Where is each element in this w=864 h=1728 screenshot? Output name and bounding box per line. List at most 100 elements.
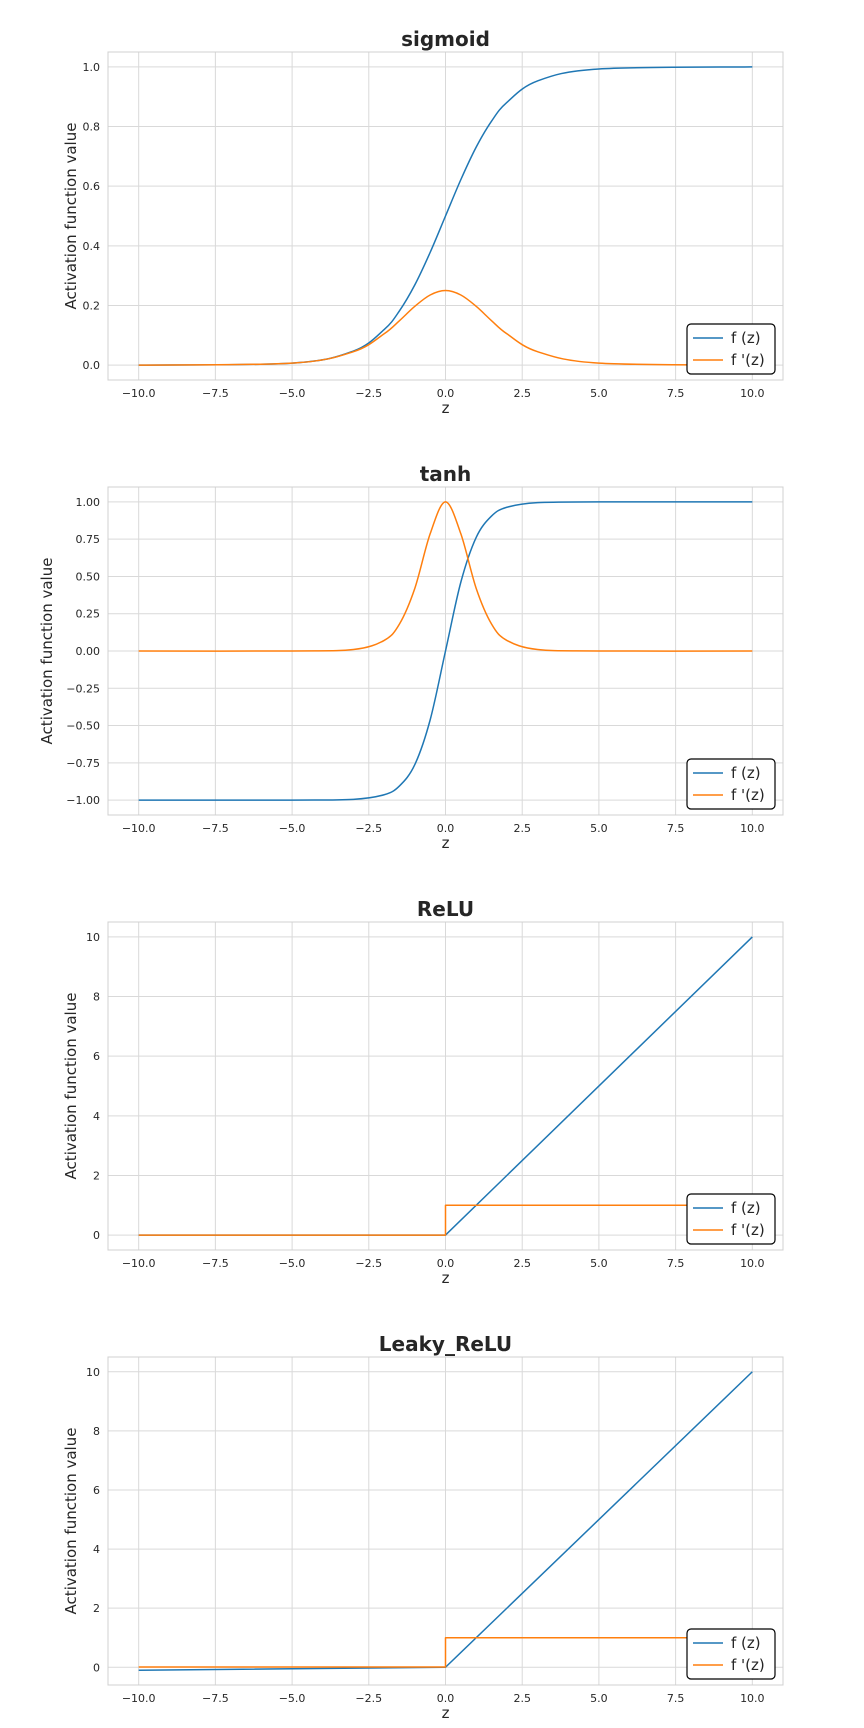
x-tick-label: −7.5 — [202, 1257, 229, 1270]
y-tick-label: 0 — [93, 1229, 100, 1242]
legend-label: f (z) — [731, 1634, 761, 1652]
axes-frame — [107, 486, 784, 816]
legend-box — [686, 1193, 776, 1245]
x-tick-label: 10.0 — [740, 1257, 765, 1270]
x-tick-label: 2.5 — [513, 1692, 531, 1705]
x-tick-label: 5.0 — [590, 1692, 608, 1705]
x-tick-label: 7.5 — [667, 822, 685, 835]
y-tick-label: 0.00 — [76, 645, 101, 658]
legend-label: f (z) — [731, 764, 761, 782]
x-tick-label: 2.5 — [513, 1257, 531, 1270]
x-tick-label: 0.0 — [437, 1692, 455, 1705]
x-tick-label: −10.0 — [122, 387, 156, 400]
legend-label: f '(z) — [731, 1221, 765, 1239]
y-tick-label: 2 — [93, 1602, 100, 1615]
x-tick-label: 0.0 — [437, 822, 455, 835]
x-tick-label: 10.0 — [740, 822, 765, 835]
y-axis-label: Activation function value — [38, 558, 56, 745]
y-tick-label: −1.00 — [66, 794, 100, 807]
legend: f (z) f '(z) — [686, 1193, 776, 1245]
x-axis-label: z — [442, 399, 450, 417]
x-tick-label: −7.5 — [202, 387, 229, 400]
series-line-f — [138, 501, 753, 801]
x-tick-label: −2.5 — [355, 1692, 382, 1705]
x-tick-label: −5.0 — [279, 387, 306, 400]
legend-box — [686, 1628, 776, 1680]
chart-title: tanh — [420, 462, 472, 486]
x-tick-label: 0.0 — [437, 1257, 455, 1270]
y-tick-label: 1.0 — [83, 61, 101, 74]
x-tick-label: −7.5 — [202, 822, 229, 835]
y-axis-label: Activation function value — [62, 123, 80, 310]
series-line-f-prime — [138, 1204, 753, 1236]
x-tick-label: −5.0 — [279, 822, 306, 835]
y-tick-label: 4 — [93, 1110, 100, 1123]
y-tick-label: 0.50 — [76, 570, 101, 583]
legend: f (z) f '(z) — [686, 1628, 776, 1680]
y-tick-label: 4 — [93, 1543, 100, 1556]
x-tick-label: 5.0 — [590, 387, 608, 400]
x-tick-label: −10.0 — [122, 822, 156, 835]
x-tick-label: 5.0 — [590, 1257, 608, 1270]
y-tick-label: 0.8 — [83, 121, 101, 134]
y-tick-label: 0.2 — [83, 299, 101, 312]
y-tick-label: 8 — [93, 991, 100, 1004]
x-tick-label: −5.0 — [279, 1692, 306, 1705]
legend-label: f '(z) — [731, 351, 765, 369]
y-axis-label: Activation function value — [62, 1428, 80, 1615]
y-tick-label: 2 — [93, 1169, 100, 1182]
y-tick-label: 6 — [93, 1050, 100, 1063]
legend-box — [686, 758, 776, 810]
legend-label: f (z) — [731, 329, 761, 347]
x-axis-label: z — [442, 1269, 450, 1287]
y-tick-label: −0.50 — [66, 720, 100, 733]
chart-title: Leaky_ReLU — [379, 1332, 512, 1356]
axes-frame — [107, 921, 784, 1251]
x-tick-label: −10.0 — [122, 1257, 156, 1270]
y-tick-label: 10 — [86, 931, 100, 944]
x-tick-label: 7.5 — [667, 1257, 685, 1270]
legend: f (z) f '(z) — [686, 758, 776, 810]
legend: f (z) f '(z) — [686, 323, 776, 375]
series-line-f-prime — [138, 1636, 753, 1668]
y-tick-label: 0 — [93, 1661, 100, 1674]
x-tick-label: −10.0 — [122, 1692, 156, 1705]
chart-panel-tanh: tanh −10.0 −7.5 −5.0 −2.5 0.0 2.5 5.0 7.5 10.0 −1.… — [38, 462, 784, 852]
x-tick-label: −7.5 — [202, 1692, 229, 1705]
y-tick-label: 0.4 — [83, 240, 101, 253]
x-tick-label: −2.5 — [355, 387, 382, 400]
y-tick-label: 0.0 — [83, 359, 101, 372]
chart-panel-relu: ReLU −10.0 −7.5 −5.0 −2.5 0.0 2.5 5.0 7.5 10.0 0 2 4… — [62, 897, 784, 1287]
chart-title: ReLU — [417, 897, 474, 921]
y-tick-label: 6 — [93, 1484, 100, 1497]
x-tick-label: 2.5 — [513, 822, 531, 835]
y-axis-label: Activation function value — [62, 993, 80, 1180]
chart-title: sigmoid — [401, 27, 490, 51]
x-tick-label: −5.0 — [279, 1257, 306, 1270]
x-tick-label: 0.0 — [437, 387, 455, 400]
y-tick-label: 1.00 — [76, 496, 101, 509]
legend-label: f '(z) — [731, 786, 765, 804]
x-tick-label: 7.5 — [667, 387, 685, 400]
legend-label: f (z) — [731, 1199, 761, 1217]
x-tick-label: 2.5 — [513, 387, 531, 400]
x-tick-label: 10.0 — [740, 387, 765, 400]
y-tick-label: −0.75 — [66, 757, 100, 770]
legend-label: f '(z) — [731, 1656, 765, 1674]
y-tick-label: −0.25 — [66, 682, 100, 695]
axes-frame — [107, 1356, 784, 1686]
axes-frame — [107, 51, 784, 381]
x-tick-label: −2.5 — [355, 1257, 382, 1270]
chart-panel-leaky-relu: Leaky_ReLU −10.0 −7.5 −5.0 −2.5 0.0 2.5 5.0 7.5 1… — [62, 1332, 784, 1722]
x-tick-label: −2.5 — [355, 822, 382, 835]
x-tick-label: 7.5 — [667, 1692, 685, 1705]
y-tick-label: 8 — [93, 1425, 100, 1438]
y-tick-label: 0.75 — [76, 533, 101, 546]
legend-box — [686, 323, 776, 375]
x-axis-label: z — [442, 834, 450, 852]
x-axis-label: z — [442, 1704, 450, 1722]
y-tick-label: 10 — [86, 1366, 100, 1379]
y-tick-label: 0.6 — [83, 180, 101, 193]
series-line-f-prime — [138, 289, 753, 366]
